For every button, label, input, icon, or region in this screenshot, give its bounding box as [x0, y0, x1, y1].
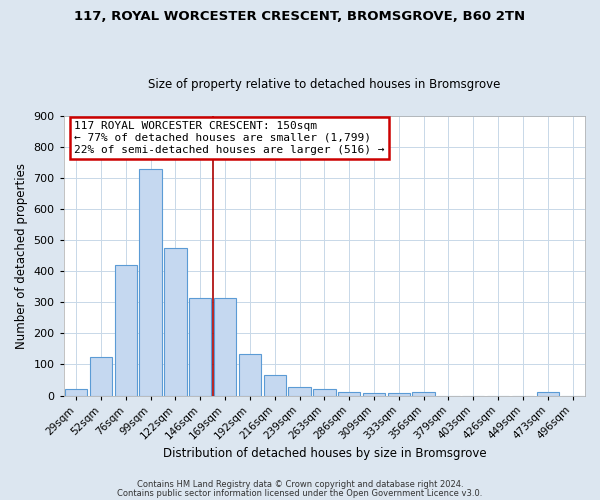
Bar [388, 394, 410, 396]
X-axis label: Distribution of detached houses by size in Bromsgrove: Distribution of detached houses by size … [163, 447, 486, 460]
Bar [164, 248, 187, 396]
Bar [139, 168, 162, 396]
Y-axis label: Number of detached properties: Number of detached properties [15, 162, 28, 348]
Text: Contains HM Land Registry data © Crown copyright and database right 2024.: Contains HM Land Registry data © Crown c… [137, 480, 463, 489]
Bar [313, 390, 335, 396]
Bar [115, 265, 137, 396]
Bar [263, 376, 286, 396]
Title: Size of property relative to detached houses in Bromsgrove: Size of property relative to detached ho… [148, 78, 500, 91]
Bar [289, 387, 311, 396]
Text: 117 ROYAL WORCESTER CRESCENT: 150sqm
← 77% of detached houses are smaller (1,799: 117 ROYAL WORCESTER CRESCENT: 150sqm ← 7… [74, 122, 385, 154]
Bar [214, 298, 236, 396]
Bar [363, 394, 385, 396]
Bar [412, 392, 435, 396]
Bar [189, 298, 211, 396]
Text: 117, ROYAL WORCESTER CRESCENT, BROMSGROVE, B60 2TN: 117, ROYAL WORCESTER CRESCENT, BROMSGROV… [74, 10, 526, 23]
Bar [536, 392, 559, 396]
Text: Contains public sector information licensed under the Open Government Licence v3: Contains public sector information licen… [118, 488, 482, 498]
Bar [90, 356, 112, 396]
Bar [338, 392, 361, 396]
Bar [239, 354, 261, 396]
Bar [65, 390, 87, 396]
